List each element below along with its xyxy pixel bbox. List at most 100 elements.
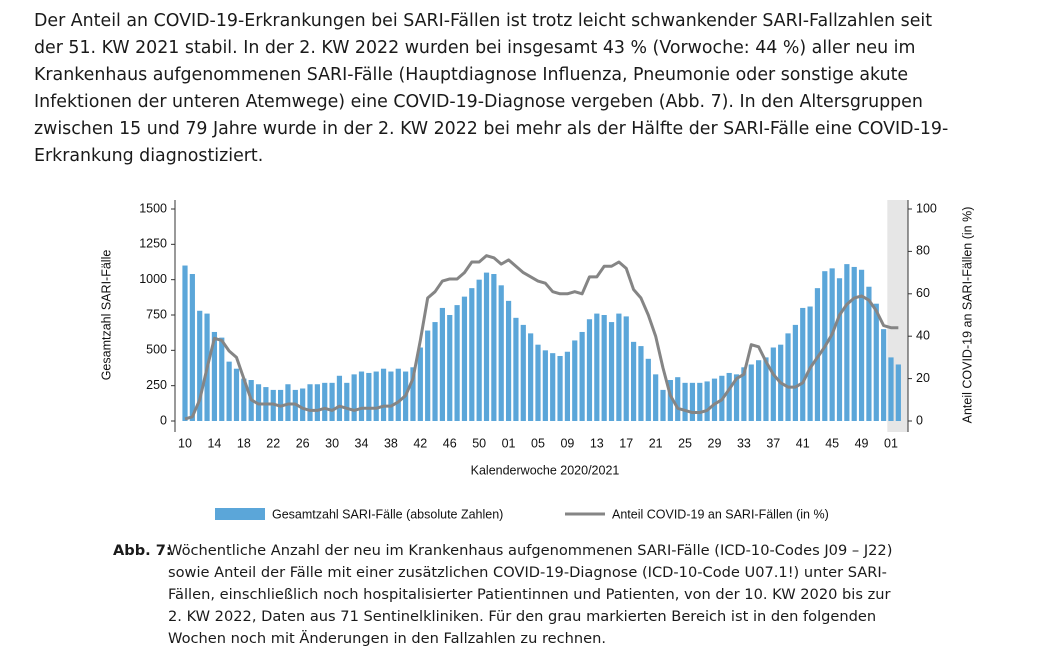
bar bbox=[344, 382, 350, 421]
bar bbox=[689, 382, 696, 421]
y2-tick-label: 80 bbox=[916, 244, 930, 258]
bar bbox=[564, 351, 571, 421]
bar bbox=[572, 340, 578, 421]
legend-swatch bbox=[215, 508, 265, 520]
bar bbox=[314, 384, 320, 421]
bar bbox=[675, 377, 681, 421]
x-tick-label: 29 bbox=[708, 436, 722, 450]
bar bbox=[439, 307, 445, 421]
bar bbox=[660, 389, 666, 421]
y-axis-title: Gesamtzahl SARI-Fälle bbox=[99, 250, 113, 381]
bar bbox=[711, 378, 718, 421]
bar bbox=[682, 382, 688, 421]
bar bbox=[756, 360, 762, 421]
bar bbox=[182, 265, 188, 421]
bar bbox=[329, 382, 335, 421]
y-tick-label: 0 bbox=[160, 413, 167, 427]
y-tick-label: 250 bbox=[146, 378, 167, 392]
bar bbox=[461, 296, 468, 421]
bar bbox=[586, 319, 593, 421]
x-tick-label: 17 bbox=[619, 436, 633, 450]
bar bbox=[667, 380, 673, 421]
paragraph-line: Infektionen der unteren Atemwege) eine C… bbox=[34, 92, 923, 112]
bar bbox=[469, 288, 475, 421]
bar bbox=[844, 264, 850, 421]
bar bbox=[851, 266, 857, 421]
bar bbox=[638, 346, 644, 421]
x-tick-label: 46 bbox=[443, 436, 457, 450]
caption-line: Wochen noch mit Änderungen in den Fallza… bbox=[168, 630, 607, 647]
x-tick-label: 42 bbox=[413, 436, 427, 450]
x-tick-label: 49 bbox=[855, 436, 869, 450]
bar bbox=[697, 382, 703, 421]
x-tick-label: 26 bbox=[296, 436, 310, 450]
x-axis-title: Kalenderwoche 2020/2021 bbox=[471, 463, 620, 477]
x-tick-label: 18 bbox=[237, 436, 251, 450]
bar bbox=[454, 305, 460, 421]
bar bbox=[579, 331, 585, 421]
bar bbox=[866, 286, 872, 421]
bar bbox=[858, 269, 865, 421]
caption-label: Abb. 7: bbox=[113, 542, 172, 559]
bar bbox=[888, 357, 894, 421]
bar bbox=[513, 317, 519, 421]
legend-label: Anteil COVID-19 an SARI-Fällen (in %) bbox=[612, 507, 829, 521]
bar bbox=[535, 344, 541, 421]
x-tick-label: 01 bbox=[502, 436, 516, 450]
x-tick-label: 01 bbox=[884, 436, 898, 450]
bar bbox=[557, 355, 563, 421]
bar bbox=[476, 279, 482, 421]
bar bbox=[895, 364, 901, 421]
bar bbox=[483, 272, 490, 421]
y2-tick-label: 0 bbox=[916, 413, 923, 427]
bar bbox=[601, 315, 607, 421]
bar bbox=[233, 368, 240, 421]
line bbox=[184, 254, 899, 421]
x-tick-label: 34 bbox=[355, 436, 369, 450]
paragraph-line: Erkrankung diagnostiziert. bbox=[34, 146, 264, 166]
bar bbox=[432, 322, 438, 421]
bar bbox=[388, 371, 394, 421]
bar bbox=[498, 285, 504, 421]
y2-tick-label: 20 bbox=[916, 371, 930, 385]
bar bbox=[726, 372, 732, 421]
bar bbox=[770, 347, 776, 421]
y2-tick-label: 40 bbox=[916, 328, 930, 342]
x-tick-label: 38 bbox=[384, 436, 398, 450]
x-tick-label: 33 bbox=[737, 436, 751, 450]
y2-tick-label: 60 bbox=[916, 286, 930, 300]
bar bbox=[505, 300, 512, 421]
bar bbox=[336, 375, 343, 421]
bar bbox=[704, 381, 710, 421]
x-tick-label: 14 bbox=[207, 436, 221, 450]
caption: Wöchentliche Anzahl der neu im Krankenha… bbox=[168, 540, 892, 650]
bar bbox=[653, 374, 659, 421]
paragraph: Der Anteil an COVID-19-Erkrankungen bei … bbox=[34, 8, 948, 170]
bar bbox=[491, 274, 497, 421]
bar bbox=[380, 368, 387, 421]
paragraph-line: Der Anteil an COVID-19-Erkrankungen bei … bbox=[34, 11, 933, 31]
legend-label: Gesamtzahl SARI-Fälle (absolute Zahlen) bbox=[272, 507, 503, 521]
bar bbox=[528, 333, 534, 421]
bar bbox=[733, 374, 740, 421]
bar bbox=[792, 324, 798, 421]
bar bbox=[741, 367, 747, 421]
bar bbox=[829, 268, 835, 421]
bar bbox=[520, 324, 526, 421]
bar bbox=[447, 315, 453, 421]
x-tick-label: 41 bbox=[796, 436, 810, 450]
x-tick-label: 05 bbox=[531, 436, 545, 450]
bar bbox=[748, 364, 754, 421]
caption-line: Fällen, einschließlich noch hospitalisie… bbox=[168, 586, 891, 603]
y2-tick-label: 100 bbox=[916, 201, 937, 215]
bar bbox=[241, 378, 247, 421]
caption-line: Wöchentliche Anzahl der neu im Krankenha… bbox=[168, 542, 893, 559]
bar bbox=[226, 361, 232, 421]
bar bbox=[785, 333, 791, 421]
bar bbox=[608, 322, 615, 421]
x-tick-label: 21 bbox=[649, 436, 663, 450]
bar bbox=[881, 329, 887, 421]
bar bbox=[550, 353, 556, 421]
bar bbox=[417, 347, 423, 421]
